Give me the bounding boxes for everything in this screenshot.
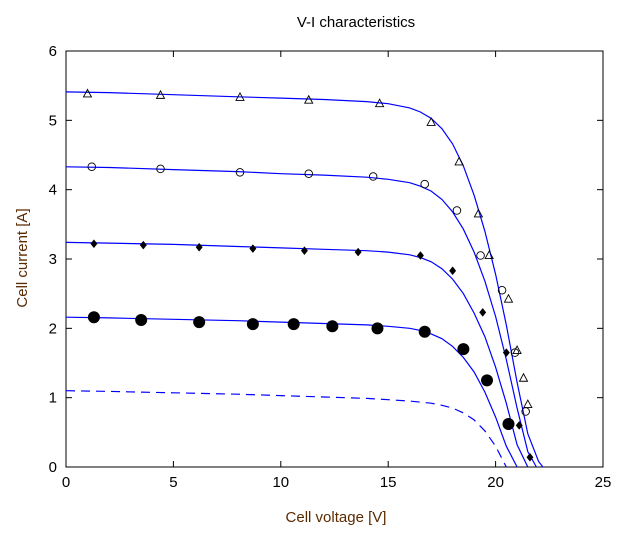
series-4-marker xyxy=(502,418,514,430)
series-4-marker xyxy=(135,314,147,326)
y-axis-title: Cell current [A] xyxy=(14,208,31,307)
series-4-marker xyxy=(481,374,493,386)
x-axis-title: Cell voltage [V] xyxy=(286,509,387,526)
series-4-marker xyxy=(326,320,338,332)
series-4-marker xyxy=(247,318,259,330)
x-tick-label: 25 xyxy=(595,474,612,491)
series-4-marker xyxy=(88,311,100,323)
y-tick-label: 3 xyxy=(49,251,57,268)
x-tick-label: 20 xyxy=(487,474,504,491)
plot-area: 0 5 10 15 20 25 0 1 2 3 4 5 6 xyxy=(49,43,612,491)
y-tick-label: 1 xyxy=(49,390,57,407)
y-tick-label: 6 xyxy=(49,43,57,60)
x-tick-label: 10 xyxy=(272,474,289,491)
series-4-marker xyxy=(288,318,300,330)
series-4-marker xyxy=(193,316,205,328)
chart-title: V-I characteristics xyxy=(297,14,415,31)
plot-frame xyxy=(66,51,603,467)
y-tick-label: 4 xyxy=(49,182,57,199)
y-tick-label: 2 xyxy=(49,320,57,337)
series-4-marker xyxy=(457,343,469,355)
y-tick-label: 0 xyxy=(49,459,57,476)
series-4-marker xyxy=(419,326,431,338)
x-tick-label: 15 xyxy=(380,474,397,491)
x-tick-label: 0 xyxy=(62,474,70,491)
y-tick-label: 5 xyxy=(49,112,57,129)
x-tick-label: 5 xyxy=(169,474,177,491)
series-4-marker xyxy=(371,322,383,334)
